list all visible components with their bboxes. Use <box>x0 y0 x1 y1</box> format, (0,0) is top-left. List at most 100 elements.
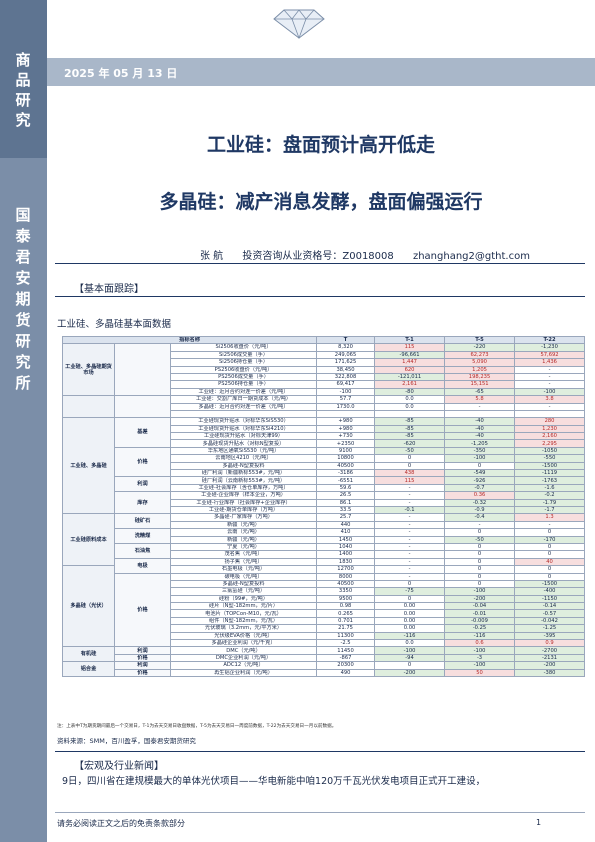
table-cell-t5: -0.009 <box>444 616 516 626</box>
table-cell-name: 工业硅现货升贴水（对标华东SiS530） <box>169 417 318 426</box>
table-cell-t1: -85 <box>374 432 446 441</box>
table-cell-t1: 0.00 <box>374 602 446 611</box>
table-cell-name: 工业硅：交割厂库日一期货成本（元/吨） <box>169 395 318 404</box>
table-cell-name: 工业硅现货升贴水（对标天津99） <box>169 432 318 441</box>
table-row: 有机硅 利润 DMC（元/吨） 11450 -100 -100 -2700 <box>62 646 586 663</box>
table-cell-name: 再生铝企业利润（元/吨） <box>169 668 318 677</box>
table-subgroup-label: 硅矿石 <box>114 513 171 530</box>
table-cell-t22: - <box>514 402 586 411</box>
table-cell-t1: - <box>374 542 446 552</box>
table-cell-t1: -94 <box>374 653 446 663</box>
table-cell-t5: -40 <box>444 432 516 441</box>
table-row: 铝合金 利润 ADC12（元/吨） 20300 0 -100 -200 <box>62 661 586 677</box>
table-subgroup-label: 库存 <box>114 491 171 515</box>
table-cell-t1 <box>374 409 446 419</box>
table-cell-name: 工业硅：近月合约对连一价差（元/吨） <box>169 387 318 397</box>
diamond-logo-icon <box>273 9 325 40</box>
table-cell-t5: -3 <box>444 653 516 663</box>
table-row: PS2506收盘价（元/吨） 38,450 620 1,205- <box>63 365 586 374</box>
table-cell-t1: 0 <box>374 461 446 471</box>
table-cell-t1: - <box>374 483 446 493</box>
table-cell-t22: -0.57 <box>514 609 586 618</box>
table-cell-t22: -380 <box>514 668 586 677</box>
table-cell-t: 8000 <box>316 572 376 581</box>
table-cell-t22: -200 <box>514 661 586 670</box>
table-cell-t5: 5,090 <box>444 358 516 367</box>
table-row: 工业硅原料成本 硅矿石 多晶硅-厂家库存（万吨） 25.7- -0.4 1.3 <box>62 513 586 567</box>
table-subgroup-label <box>114 343 171 397</box>
table-cell-t: 21.75 <box>316 624 376 633</box>
table-cell-t: 33.5 <box>316 505 376 515</box>
table-cell-t: 1400 <box>316 550 376 559</box>
fundamentals-table-wrap: 指标名称 T T-1 T-5 T-22 工业硅、多晶硅期货市场 Si2506收盘价… <box>61 335 586 720</box>
table-cell-t1: -96,661 <box>374 350 446 360</box>
table-cell-t5: -0.9 <box>444 505 516 515</box>
author-line: 张 航 投资咨询从业资格号：Z0018008 zhanghang2@gtht.c… <box>200 247 546 262</box>
table-cell-t1: - <box>374 491 446 500</box>
table-cell-t <box>316 409 376 419</box>
table-cell-t1: 438 <box>374 469 446 478</box>
table-cell-t22: - <box>514 520 586 530</box>
table-cell-t5: -0.01 <box>444 609 516 618</box>
table-cell-t22: 0 <box>514 572 586 581</box>
table-cell-t22: -1763 <box>514 476 586 485</box>
table-cell-t1: 620 <box>374 365 446 374</box>
table-cell-t: 3350 <box>316 587 376 596</box>
table-cell-name: 硅厂利润（新疆新标553#，元/吨） <box>169 469 318 478</box>
table-cell-t22: 2,295 <box>514 439 586 448</box>
table-cell-name: 工业硅-社会库存（含仓单库存，万吨） <box>169 483 318 493</box>
table-cell-t1: -200 <box>374 668 446 677</box>
table-cell-t: 9500 <box>316 594 376 604</box>
table-cell-name: 工业硅-行业库存（社会库存+企业库存） <box>169 498 318 508</box>
table-cell-t: 40500 <box>316 579 376 589</box>
table-cell-t1: 0.0 <box>374 402 446 411</box>
table-cell-t5: -549 <box>444 469 516 478</box>
table-cell-t5: -220 <box>444 343 516 352</box>
footer-disclaimer: 请务必阅读正文之后的免责条款部分 <box>57 819 185 828</box>
table-cell-t: 69,417 <box>316 380 376 389</box>
table-cell-name <box>169 409 318 419</box>
table-cell-t5: 0 <box>444 542 516 552</box>
table-cell-t22: 0.9 <box>514 638 586 648</box>
table-cell-t5: 0 <box>444 528 516 537</box>
table-cell-t22: 1,230 <box>514 424 586 434</box>
table-cell-t22: 0 <box>514 550 586 559</box>
table-cell-t: 1730.0 <box>316 402 376 411</box>
table-cell-t: 1830 <box>316 557 376 567</box>
table-row: 工业硅、多晶硅 基差 工业硅现货升贴水（对标华东SiS530） +980 -85 -40 2… <box>62 417 586 515</box>
table-cell-t1: -100 <box>374 646 446 655</box>
table-cell-t22: -1150 <box>514 594 586 604</box>
table-cell-t: +730 <box>316 432 376 441</box>
table-cell-t: 11450 <box>316 646 376 655</box>
table-cell-t22: -1050 <box>514 446 586 456</box>
table-cell-t: 25.7 <box>316 513 376 522</box>
table-cell-t: 59.6 <box>316 483 376 493</box>
table-cell-t5: -1,205 <box>444 439 516 448</box>
table-cell-t22: -1.6 <box>514 483 586 493</box>
date-bar <box>47 58 595 86</box>
table-header-t: T <box>316 335 376 345</box>
divider <box>55 751 585 752</box>
table-cell-t1: - <box>374 550 446 559</box>
table-cell-name: 多晶硅现货升贴水（对标N型复投） <box>169 439 318 448</box>
table-group-label: 铝合金 <box>62 661 115 677</box>
table-cell-t1: -75 <box>374 587 446 596</box>
sidebar-category-block <box>0 0 47 158</box>
table-cell-t5: 198,235 <box>444 372 516 382</box>
fundamentals-table: 指标名称 T T-1 T-5 T-22 工业硅、多晶硅期货市场 Si2506收盘价… <box>61 335 586 677</box>
table-cell-t1: 0.0 <box>374 395 446 404</box>
table-subgroup-label: 基差 <box>114 417 171 448</box>
table-cell-name: 三氯氢硅（元/吨） <box>169 587 318 596</box>
table-cell-t22: 40 <box>514 557 586 567</box>
table-cell-name: 光伏级EVA价格（元/吨） <box>169 631 318 641</box>
table-cell-t5: 0.6 <box>444 638 516 648</box>
main-title: 工业硅：盘面预计高开低走 <box>206 134 435 156</box>
table-row: 工业硅现货升贴水（对标华东Si4210） +980 -85 -40 1,230 <box>63 424 586 434</box>
table-cell-t1: 0.0 <box>374 638 446 648</box>
author-email[interactable]: zhanghang2@gtht.com <box>412 251 530 262</box>
table-cell-t5: 0 <box>444 557 516 567</box>
table-header-t5: T-5 <box>444 335 516 345</box>
table-cell-t: 9100 <box>316 446 376 456</box>
sub-title: 多晶硅：减产消息发酵，盘面偏强运行 <box>159 191 483 213</box>
table-cell-t22: 3.8 <box>514 395 586 404</box>
